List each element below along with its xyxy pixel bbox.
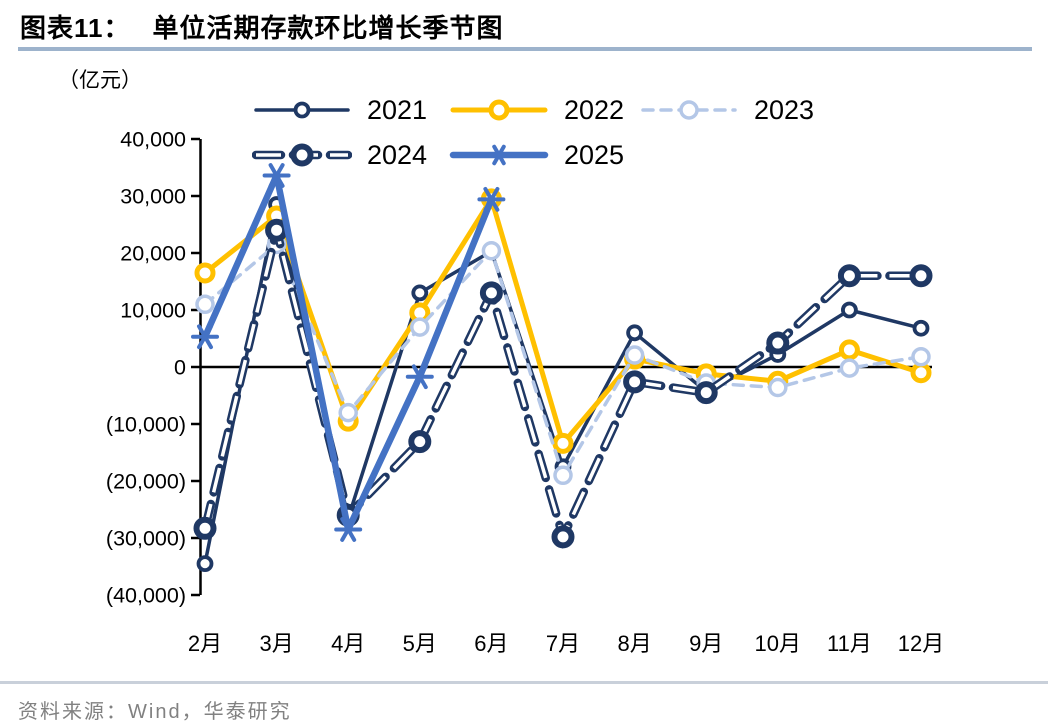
x-axis-tick-label: 4月 [331,631,365,656]
series-2025 [191,163,506,542]
marker-2024 [766,331,790,355]
y-axis-tick-label: 0 [174,356,186,380]
marker-2025 [483,187,500,212]
y-axis-tick-label: (30,000) [106,527,186,551]
marker-2024 [551,525,575,549]
legend-swatch-2022-icon [450,99,548,121]
marker-2024 [694,381,718,405]
marker-2021 [411,284,429,302]
legend-item-2021: 2021 [252,92,427,128]
marker-2024 [837,264,861,288]
legend-swatch-2025-icon [449,144,549,166]
marker-2024 [290,143,314,167]
footer-divider [0,681,1048,684]
marker-2025 [268,163,285,188]
marker-2023 [679,100,699,120]
x-axis-tick-label: 2月 [188,631,222,656]
marker-2024 [479,281,503,305]
x-axis-tick-label: 12月 [898,631,944,656]
marker-2021 [626,324,643,342]
marker-2024 [408,430,432,454]
x-axis-tick-label: 11月 [827,631,872,656]
legend-label-2023: 2023 [754,94,815,125]
series-2024 [193,218,933,549]
legend-item-2025: 2025 [449,137,624,173]
marker-2025 [492,144,506,166]
marker-2024 [265,218,289,242]
legend-swatch-2024-icon [252,143,352,167]
y-axis-tick-label: 30,000 [120,185,186,209]
marker-2023 [338,402,358,423]
title-underline [18,47,1032,51]
legend-swatch-2023-icon [641,100,737,120]
legend-item-2023: 2023 [639,92,814,128]
x-axis-tick-label: 6月 [474,631,508,656]
chart-canvas: 40,000 30,000 20,000 10,000 0 (10,000) (20,000… [106,128,944,657]
marker-2023 [195,294,215,315]
marker-2021 [912,319,930,337]
legend-item-2024: 2024 [252,137,427,173]
y-axis-tick-label: 40,000 [120,128,186,152]
chart-title: 图表11： 单位活期存款环比增长季节图 [20,8,504,45]
marker-2023 [481,240,502,261]
marker-2021 [196,555,214,573]
marker-2022 [552,432,574,454]
legend-label-2025: 2025 [564,139,625,170]
marker-2021 [841,301,858,319]
y-axis-tick-label: (40,000) [106,584,186,608]
marker-2022 [488,99,510,121]
series-line-2022 [202,196,924,446]
x-axis-tick-label: 5月 [403,631,437,656]
legend-label-2022: 2022 [564,94,625,125]
x-axis-tick-label: 7月 [546,631,580,656]
marker-2023 [553,465,573,486]
legend-swatch-2021-icon [254,101,350,119]
marker-2022 [194,262,216,284]
y-axis-tick-label: (20,000) [106,470,186,494]
series-2021 [196,196,930,573]
marker-2021 [293,101,311,119]
y-axis-tick-label: 20,000 [120,242,186,266]
marker-2025 [197,324,213,350]
x-axis-tick-label: 10月 [755,631,801,656]
marker-2024 [909,264,933,288]
marker-2023 [839,358,860,378]
marker-2025 [340,517,357,542]
x-axis-tick-label: 9月 [689,631,723,656]
chart-title-prefix: 图表11： [20,13,131,43]
legend-label-2021: 2021 [367,94,428,125]
series-2023 [195,234,931,486]
legend-label-2024: 2024 [367,139,428,170]
marker-2024 [193,516,217,540]
series-line-2024 [200,229,926,549]
marker-2025 [411,364,428,390]
legend-item-2022: 2022 [449,92,624,128]
x-axis-tick-label: 8月 [617,631,651,656]
y-axis-tick-label: (10,000) [106,413,186,437]
marker-2022 [910,362,932,384]
marker-2024 [623,370,647,394]
marker-2023 [410,317,430,337]
marker-2023 [768,377,788,398]
marker-2022 [838,339,860,361]
marker-2023 [624,345,645,365]
x-axis-tick-label: 3月 [259,631,293,656]
y-axis-unit-label: （亿元） [58,69,142,92]
source-note: 资料来源：Wind，华泰研究 [18,701,292,723]
y-axis-tick-label: 10,000 [120,299,186,323]
chart-title-text: 单位活期存款环比增长季节图 [152,13,504,43]
marker-2023 [911,346,931,367]
